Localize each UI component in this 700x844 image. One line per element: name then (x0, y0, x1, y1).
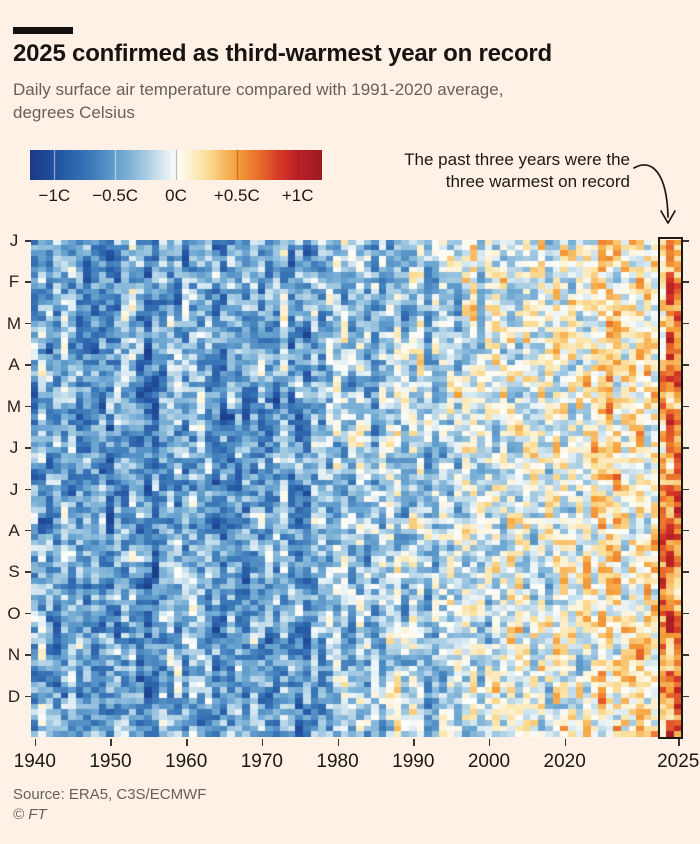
month-label: A (8, 520, 20, 540)
x-axis-label: 2000 (467, 751, 511, 772)
x-axis-label: 1950 (89, 751, 132, 772)
month-label: A (8, 355, 20, 375)
x-axis-label: 1940 (13, 751, 56, 772)
y-axis-tick-right (683, 240, 689, 242)
page-title: 2025 confirmed as third-warmest year on … (13, 40, 553, 67)
recent-years-highlight-box (658, 237, 683, 739)
y-axis-tick-right (683, 695, 689, 698)
title-accent-bar (13, 27, 73, 34)
month-label: J (9, 438, 19, 458)
y-axis-tick-right (683, 322, 689, 325)
month-label: J (9, 479, 19, 499)
chart-subtitle: Daily surface air temperature compared w… (13, 79, 633, 124)
subtitle-line-1: Daily surface air temperature compared w… (13, 80, 504, 99)
temperature-anomaly-heatmap (31, 240, 682, 737)
month-label: N (7, 645, 21, 665)
y-axis-tick-right (683, 405, 689, 408)
x-axis-label: 1960 (165, 751, 208, 772)
legend-tick-label: −0.5C (92, 186, 139, 205)
source-note: Source: ERA5, C3S/ECMWF (13, 786, 207, 803)
color-scale-legend (30, 150, 322, 180)
legend-tick-label: −1C (38, 186, 71, 205)
x-axis-label: 1990 (392, 751, 435, 772)
x-axis-label: 1980 (316, 751, 359, 772)
copyright-note: © FT (13, 806, 47, 823)
subtitle-line-2: degrees Celsius (13, 102, 135, 122)
x-axis-tick (110, 739, 112, 746)
annotation-line-2: three warmest on record (445, 172, 630, 192)
x-axis-tick (186, 739, 188, 746)
legend-tick-label: +1C (281, 186, 314, 205)
y-axis-tick-right (683, 654, 689, 656)
month-label: M (6, 396, 22, 416)
y-axis-tick-right (683, 364, 689, 366)
x-axis-label: 1970 (240, 751, 284, 772)
x-axis-tick (678, 739, 680, 746)
legend-tick-label: +0.5C (213, 186, 260, 205)
x-axis-tick (261, 739, 264, 746)
month-label: O (7, 603, 21, 623)
y-axis-tick-right (683, 281, 689, 283)
y-axis-tick-right (683, 488, 689, 490)
legend-tick-label: 0C (165, 186, 187, 205)
x-axis-label: 2020 (543, 751, 586, 772)
x-axis-label: 2025 (657, 751, 700, 772)
annotation-arrow (633, 164, 676, 224)
month-label: S (8, 562, 20, 582)
x-axis-tick (34, 739, 37, 746)
month-label: M (6, 313, 22, 333)
annotation-line-1: The past three years were the (404, 150, 630, 169)
x-axis-tick (337, 739, 340, 746)
month-label: F (8, 272, 20, 292)
month-label: D (7, 686, 21, 706)
y-axis-tick-right (683, 447, 689, 449)
y-axis-tick-right (683, 612, 689, 615)
month-label: J (9, 231, 19, 250)
x-axis-tick (564, 739, 567, 746)
x-axis-tick (413, 739, 415, 746)
y-axis-tick-right (683, 529, 689, 532)
annotation-text: The past three years were the three warm… (404, 149, 630, 194)
y-axis-tick-right (683, 571, 689, 573)
x-axis-tick (488, 739, 491, 746)
